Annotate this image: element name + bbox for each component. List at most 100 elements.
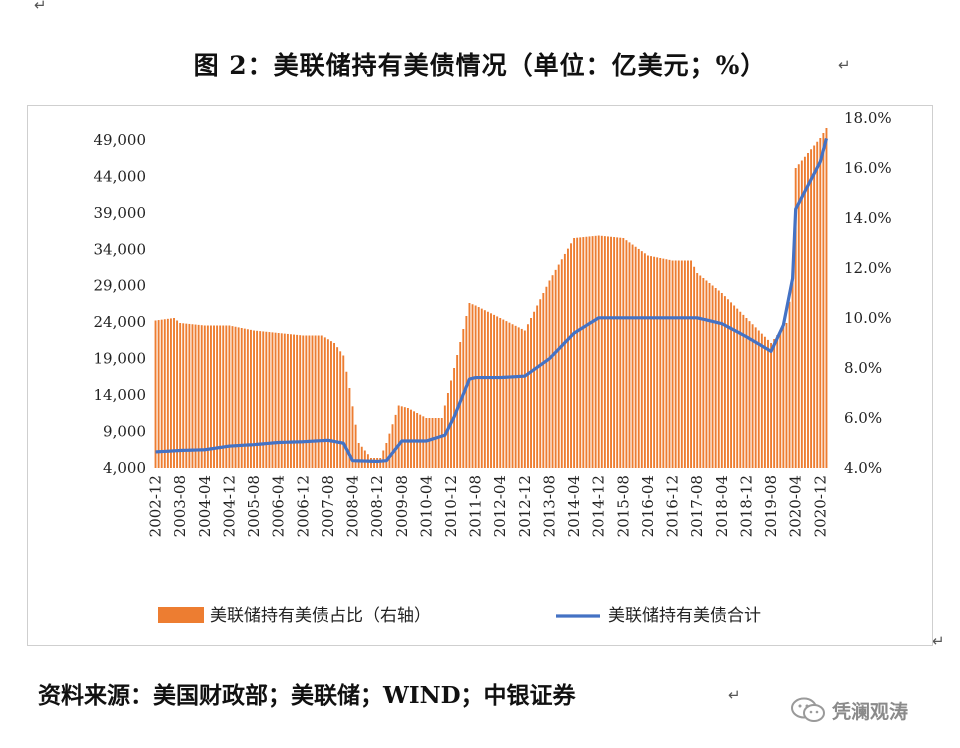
bar <box>557 264 560 468</box>
bar <box>570 243 572 468</box>
bar <box>499 318 502 468</box>
bar <box>200 325 203 468</box>
bar <box>477 307 480 468</box>
bar <box>714 288 717 468</box>
bar <box>687 260 689 468</box>
bar <box>526 324 529 468</box>
bar <box>308 335 311 468</box>
bar <box>274 332 277 468</box>
bar <box>253 330 255 468</box>
bar <box>317 335 320 468</box>
bar <box>751 324 754 468</box>
bar <box>717 290 720 468</box>
bar <box>600 235 603 468</box>
bar <box>169 318 172 468</box>
bar <box>483 310 486 468</box>
x-tick-label: 2012-12 <box>516 475 534 537</box>
bar <box>391 424 394 468</box>
bar <box>410 409 412 468</box>
bar <box>154 320 157 468</box>
bar <box>336 347 339 468</box>
bar <box>545 286 548 468</box>
paragraph-mark: ↵ <box>728 686 741 704</box>
bar <box>650 256 652 468</box>
bar <box>326 339 329 468</box>
bar <box>668 259 671 468</box>
bar <box>517 327 520 469</box>
bar <box>573 238 576 468</box>
bar <box>625 240 628 468</box>
bar <box>696 273 699 468</box>
x-tick-label: 2006-12 <box>294 475 312 537</box>
bar <box>539 299 542 468</box>
right-tick-label: 12.0% <box>844 259 892 277</box>
bar <box>160 319 163 468</box>
bar <box>333 343 335 468</box>
bar <box>533 311 536 468</box>
bar <box>225 325 228 468</box>
x-tick-label: 2016-12 <box>664 475 682 537</box>
bar <box>299 335 302 468</box>
bar <box>671 260 674 468</box>
bar <box>720 293 723 468</box>
left-tick-label: 34,000 <box>94 240 147 258</box>
bar <box>277 333 280 468</box>
x-tick-label: 2012-04 <box>491 475 509 537</box>
bar <box>213 325 215 468</box>
bar <box>702 278 705 468</box>
bar <box>603 236 606 469</box>
bar <box>511 324 514 468</box>
bar <box>209 325 212 468</box>
bar <box>249 329 252 468</box>
bar <box>440 418 443 468</box>
bar <box>594 235 597 468</box>
bar <box>179 323 182 468</box>
bar <box>197 324 200 469</box>
right-tick-label: 8.0% <box>844 359 882 377</box>
x-tick-label: 2003-08 <box>171 475 189 537</box>
x-tick-label: 2018-04 <box>713 475 731 537</box>
bar <box>290 334 292 468</box>
bar <box>166 318 169 468</box>
bar <box>505 321 508 469</box>
watermark: 凭澜观涛 <box>790 696 908 724</box>
left-tick-label: 44,000 <box>94 167 147 185</box>
bar <box>480 308 483 469</box>
x-tick-label: 2006-04 <box>270 475 288 537</box>
bar <box>523 330 526 468</box>
bar <box>647 255 649 468</box>
bar <box>231 326 234 468</box>
bar <box>314 335 317 468</box>
bar <box>800 160 803 468</box>
bar <box>428 418 431 468</box>
bar <box>643 253 646 468</box>
bar <box>680 260 683 468</box>
bar <box>490 313 492 468</box>
bar <box>576 237 579 468</box>
bar <box>819 138 822 468</box>
bar <box>530 318 532 468</box>
bar <box>763 336 766 468</box>
bar <box>474 305 477 468</box>
left-tick-label: 29,000 <box>94 277 147 295</box>
bar <box>363 450 366 468</box>
right-tick-label: 4.0% <box>844 459 882 477</box>
bar <box>330 341 332 468</box>
bar <box>348 388 351 468</box>
bar <box>173 318 175 468</box>
x-tick-label: 2013-08 <box>540 475 558 537</box>
bar <box>591 236 594 469</box>
bar <box>825 128 828 468</box>
bar <box>742 314 745 469</box>
x-tick-label: 2016-04 <box>639 475 657 537</box>
bar <box>468 303 471 468</box>
bar <box>216 325 219 468</box>
legend-label-bar: 美联储持有美债占比（右轴） <box>210 606 431 626</box>
bar <box>770 343 773 468</box>
left-tick-label: 14,000 <box>94 386 147 404</box>
bar <box>323 337 326 468</box>
bar <box>157 320 160 468</box>
x-tick-label: 2017-08 <box>688 475 706 537</box>
bar <box>437 418 440 468</box>
bar <box>631 244 634 468</box>
